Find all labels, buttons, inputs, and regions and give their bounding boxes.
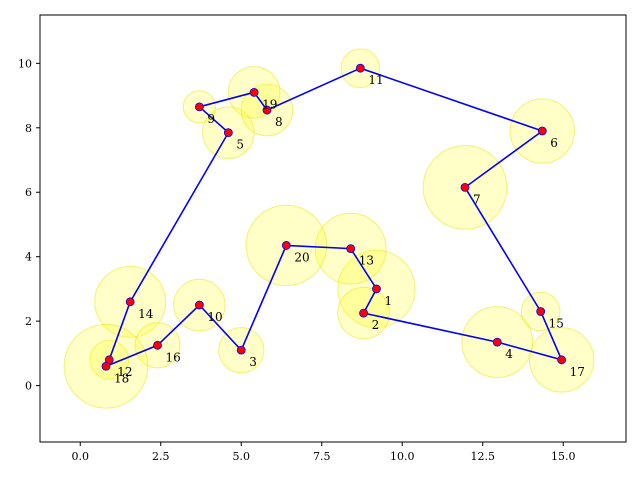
point-label-6: 6 <box>550 136 558 150</box>
x-tick-label: 7.5 <box>313 450 331 463</box>
point-label-16: 16 <box>166 350 181 364</box>
point-label-1: 1 <box>384 294 392 308</box>
data-point-3 <box>236 345 246 355</box>
plot-frame <box>39 14 627 443</box>
data-point-2 <box>359 308 368 318</box>
x-tick-label: 10.0 <box>390 450 415 463</box>
data-point-7 <box>460 183 470 192</box>
data-point-6 <box>537 126 547 136</box>
data-point-17 <box>557 355 567 365</box>
point-label-11: 11 <box>368 73 383 87</box>
y-tick-label: 8 <box>25 122 32 135</box>
point-label-10: 10 <box>207 310 222 324</box>
x-tick-label: 15.0 <box>551 450 576 463</box>
point-label-18: 18 <box>114 371 129 385</box>
y-tick-label: 4 <box>25 251 32 264</box>
data-point-18 <box>101 361 111 371</box>
data-point-13 <box>346 244 356 254</box>
data-point-10 <box>194 300 204 310</box>
point-label-8: 8 <box>275 115 283 129</box>
x-tick-label: 5.0 <box>232 450 250 463</box>
data-point-15 <box>536 307 546 316</box>
y-tick-label: 0 <box>25 380 32 393</box>
data-point-19 <box>249 87 259 97</box>
data-point-9 <box>194 102 204 112</box>
point-label-4: 4 <box>505 347 513 361</box>
data-point-20 <box>281 241 291 250</box>
point-label-15: 15 <box>549 316 564 330</box>
point-label-9: 9 <box>207 112 215 126</box>
point-label-5: 5 <box>236 138 244 152</box>
data-point-14 <box>125 297 135 307</box>
data-point-4 <box>492 337 502 347</box>
point-label-14: 14 <box>138 307 154 321</box>
point-label-2: 2 <box>372 318 380 332</box>
point-label-17: 17 <box>570 365 585 379</box>
point-label-19: 19 <box>262 97 277 111</box>
data-point-5 <box>223 128 233 138</box>
y-tick-label: 2 <box>25 315 32 328</box>
data-point-16 <box>153 340 162 350</box>
point-label-7: 7 <box>473 192 481 206</box>
x-axis: 0.0 2.5 5.0 7.5 10.0 12.5 15.0 <box>71 442 575 463</box>
point-label-20: 20 <box>294 250 309 264</box>
x-tick-label: 2.5 <box>152 450 170 463</box>
point-label-13: 13 <box>359 254 374 268</box>
y-axis: 0 2 4 6 8 10 <box>18 57 40 393</box>
point-label-12: 12 <box>117 365 132 379</box>
point-label-3: 3 <box>249 355 257 369</box>
data-point-8 <box>262 105 272 115</box>
y-tick-label: 6 <box>25 186 32 199</box>
data-point-1 <box>372 284 381 294</box>
x-tick-label: 0.0 <box>71 450 89 463</box>
y-tick-label: 10 <box>18 57 32 70</box>
x-tick-label: 12.5 <box>470 450 495 463</box>
coverage-circles <box>63 48 595 409</box>
data-point-11 <box>355 63 365 73</box>
data-points <box>101 63 567 371</box>
